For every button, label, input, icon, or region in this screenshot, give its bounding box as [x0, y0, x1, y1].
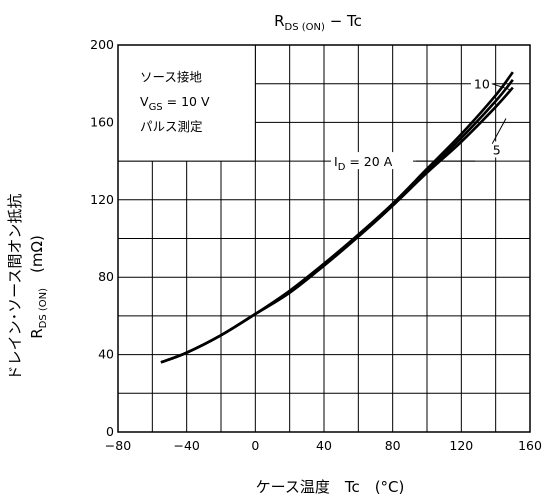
x-tick-label: 40 — [316, 438, 332, 453]
conditions-box: ソース接地 VGS = 10 V パルス測定 — [117, 44, 256, 162]
leader-line-10 — [491, 83, 510, 90]
y-axis-label-line2: RDS (ON) (mΩ) — [28, 235, 49, 339]
leader-line-5 — [491, 118, 507, 144]
y-tick-label: 200 — [90, 37, 114, 52]
y-axis-label-line1: ドレイン･ソース間オン抵抗 — [6, 194, 24, 381]
series-label-id-20a: ID = 20 A — [334, 154, 393, 173]
x-tick-label: −40 — [173, 438, 199, 453]
condition-vgs: VGS = 10 V — [140, 94, 210, 113]
y-tick-label: 120 — [90, 192, 114, 207]
series-label-5: 5 — [493, 142, 501, 157]
x-axis-label: ケース温度 Tc (°C) — [256, 478, 405, 496]
x-tick-labels: −80 −40 0 40 80 120 160 — [105, 438, 542, 453]
chart-title: RDS (ON) − Tc — [274, 12, 362, 33]
series-lines — [160, 71, 514, 364]
series-labels: ID = 20 A 10 5 — [331, 75, 510, 173]
series-line-20-a — [160, 79, 514, 364]
condition-pulse-measurement: パルス測定 — [140, 119, 203, 134]
y-tick-labels: 0 40 80 120 160 200 — [90, 37, 114, 439]
x-tick-label: 0 — [251, 438, 259, 453]
y-tick-label: 0 — [106, 424, 114, 439]
x-tick-label: 160 — [518, 438, 542, 453]
condition-source-grounded: ソース接地 — [140, 70, 202, 85]
x-tick-label: 120 — [449, 438, 473, 453]
y-tick-label: 40 — [98, 347, 114, 362]
y-tick-label: 160 — [90, 114, 114, 129]
plot-frame — [117, 44, 531, 433]
y-tick-label: 80 — [98, 269, 114, 284]
x-tick-label: 80 — [385, 438, 401, 453]
x-tick-label: −80 — [105, 438, 131, 453]
series-label-10: 10 — [474, 77, 490, 92]
y-axis-label: ドレイン･ソース間オン抵抗 RDS (ON) (mΩ) — [6, 194, 49, 381]
